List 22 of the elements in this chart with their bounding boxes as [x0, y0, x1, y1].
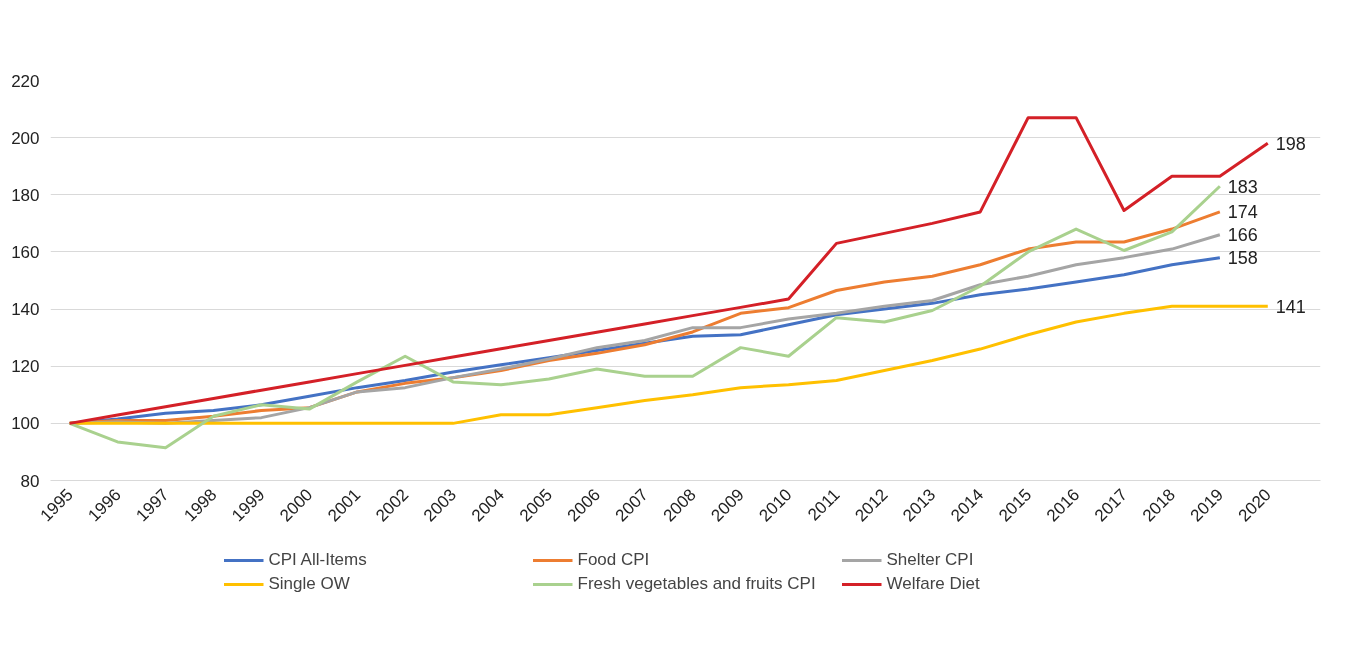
legend-label: Welfare Diet: [886, 574, 981, 594]
data-label: 141: [1275, 296, 1306, 317]
y-tick-label: 200: [11, 128, 40, 148]
y-tick-label: 120: [11, 357, 40, 377]
y-tick-label: 140: [11, 300, 40, 320]
legend-label: CPI All-Items: [268, 550, 368, 570]
legend-label: Food CPI: [577, 550, 651, 570]
data-label: 198: [1275, 133, 1306, 154]
legend-label: Shelter CPI: [886, 550, 975, 570]
data-label: 166: [1227, 225, 1258, 246]
legend-label: Single OW: [268, 574, 351, 594]
data-label: 183: [1227, 176, 1258, 197]
y-tick-label: 180: [11, 185, 40, 205]
data-label: 158: [1227, 248, 1258, 269]
line-series: [68, 184, 1222, 450]
y-tick-label: 80: [20, 471, 40, 491]
data-label: 174: [1227, 202, 1258, 223]
legend-label: Fresh vegetables and fruits CPI: [577, 574, 817, 594]
line-series: [68, 116, 1270, 425]
y-tick-label: 160: [11, 242, 40, 262]
y-tick-label: 100: [11, 414, 40, 434]
y-tick-label: 220: [11, 71, 40, 91]
